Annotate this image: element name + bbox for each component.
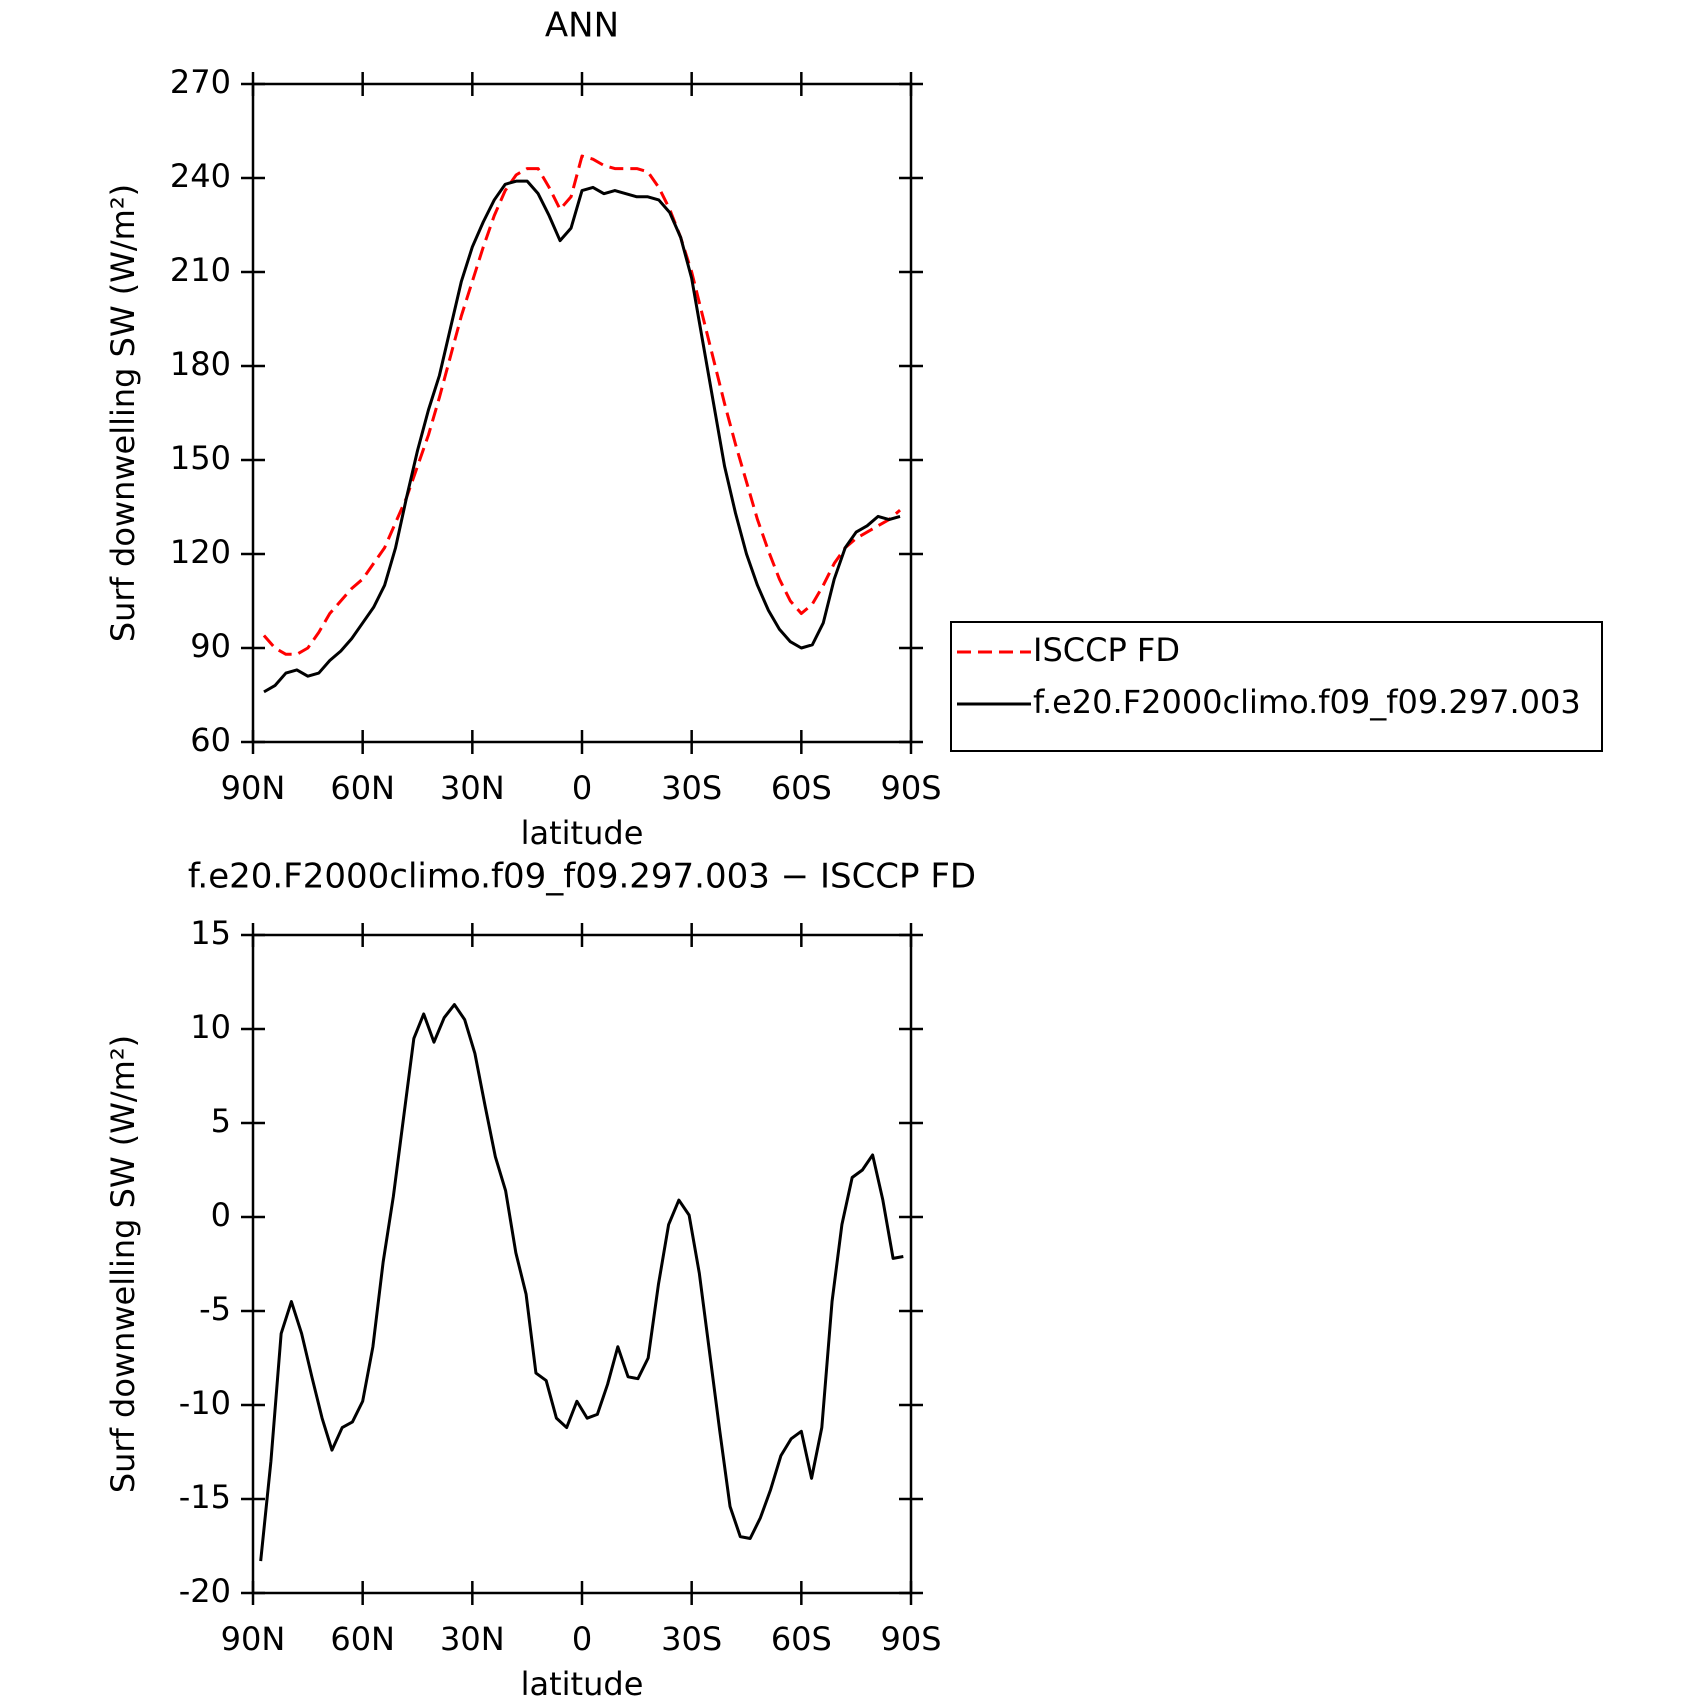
legend-label: ISCCP FD <box>1033 631 1180 669</box>
x-tick-label: 0 <box>572 769 592 807</box>
y-tick-label: 150 <box>170 439 231 477</box>
x-tick-label: 60N <box>330 769 395 807</box>
x-tick-label: 60S <box>771 1620 832 1658</box>
data-line <box>263 179 901 694</box>
chart-title: f.e20.F2000climo.f09_f09.297.003 − ISCCP… <box>188 857 976 897</box>
y-axis-label: Surf downwelling SW (W/m²) <box>104 1035 142 1493</box>
x-tick-label: 90S <box>880 769 941 807</box>
y-tick-label: -20 <box>179 1572 231 1610</box>
y-tick-label: -5 <box>199 1290 231 1328</box>
x-tick-label: 30N <box>440 1620 505 1658</box>
x-tick-label: 90S <box>880 1620 941 1658</box>
x-tick-label: 60N <box>330 1620 395 1658</box>
y-tick-label: 240 <box>170 157 231 195</box>
x-tick-label: 60S <box>771 769 832 807</box>
y-tick-label: 5 <box>211 1102 231 1140</box>
y-tick-label: 60 <box>190 721 231 759</box>
y-tick-label: 180 <box>170 345 231 383</box>
y-tick-label: 90 <box>190 627 231 665</box>
y-tick-label: 10 <box>190 1008 231 1046</box>
x-tick-label: 90N <box>221 1620 286 1658</box>
legend-label: f.e20.F2000climo.f09_f09.297.003 <box>1033 683 1581 721</box>
y-tick-label: -10 <box>179 1384 231 1422</box>
y-axis-label: Surf downwelling SW (W/m²) <box>104 184 142 642</box>
y-tick-label: 270 <box>170 63 231 101</box>
legend-box <box>950 621 1603 752</box>
y-tick-label: 0 <box>211 1196 231 1234</box>
x-axis-label: latitude <box>521 814 644 852</box>
x-axis-label: latitude <box>521 1665 644 1702</box>
y-tick-label: 15 <box>190 914 231 952</box>
x-tick-label: 0 <box>572 1620 592 1658</box>
y-tick-label: 120 <box>170 533 231 571</box>
x-tick-label: 90N <box>221 769 286 807</box>
chart-title: ANN <box>545 6 619 46</box>
data-line <box>259 1003 904 1562</box>
x-tick-label: 30N <box>440 769 505 807</box>
y-tick-label: 210 <box>170 251 231 289</box>
x-tick-label: 30S <box>661 1620 722 1658</box>
x-tick-label: 30S <box>661 769 722 807</box>
plot-frame <box>251 933 913 1595</box>
y-tick-label: -15 <box>179 1478 231 1516</box>
data-line <box>262 154 902 656</box>
